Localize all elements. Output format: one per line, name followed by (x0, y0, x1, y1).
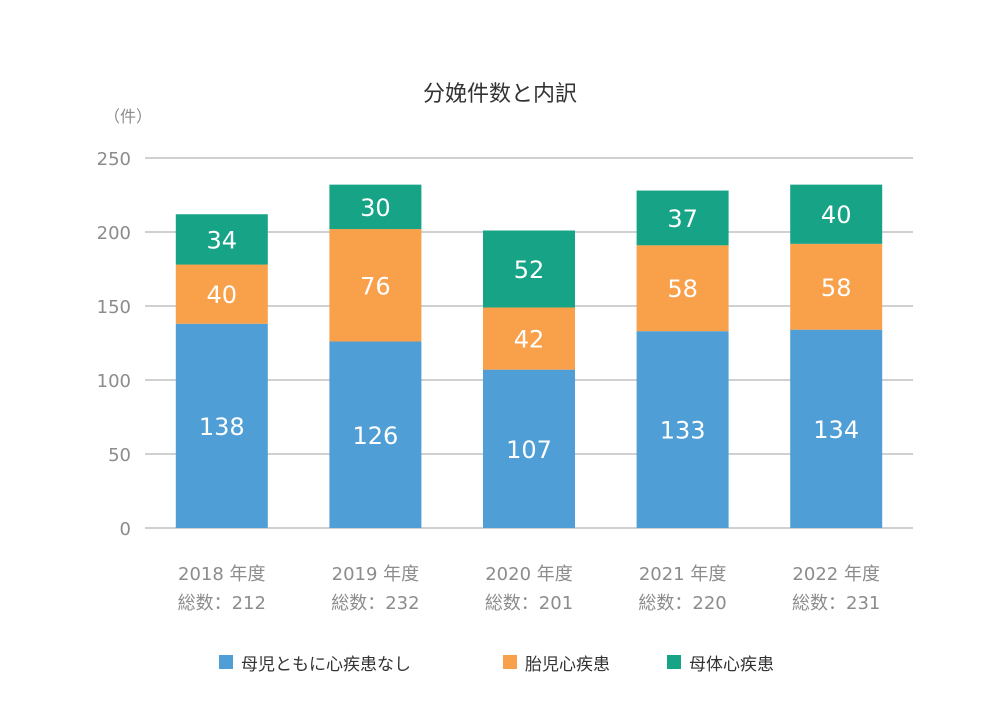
labels-layer: 138 40 34 126 76 30 107 42 52 133 58 37 134 58 40 (199, 194, 859, 464)
bar-segment (175, 214, 268, 265)
bar-segment (483, 230, 575, 308)
bar-segment (636, 190, 729, 246)
bar-segment (175, 264, 268, 324)
legend-swatch-fetal-heart-disease (503, 655, 517, 669)
y-axis-unit-label: （件） (104, 107, 152, 126)
data-label: 138 (199, 413, 245, 441)
data-label: 133 (660, 417, 706, 445)
data-label: 42 (514, 326, 545, 354)
x-category-label: 2020 年度 (485, 564, 573, 585)
bar-segment (483, 369, 575, 528)
x-category-label: 2022 年度 (792, 564, 880, 585)
legend-label-fetal-heart-disease: 胎児心疾患 (525, 654, 610, 675)
bars-layer (175, 184, 883, 528)
data-label: 30 (360, 194, 391, 222)
y-tick-label: 150 (97, 297, 131, 318)
data-label: 52 (514, 256, 545, 284)
legend-item-fetal-heart-disease: 胎児心疾患 (503, 648, 610, 676)
chart-title: 分娩件数と内訳 (423, 82, 577, 107)
x-total-label: 総数：212 (178, 593, 266, 614)
legend-label-maternal-heart-disease: 母体心疾患 (689, 654, 774, 675)
legend-swatch-maternal-heart-disease (667, 655, 681, 669)
bar-segment (329, 229, 422, 342)
y-tick-label: 100 (97, 371, 131, 392)
data-label: 134 (813, 416, 859, 444)
data-label: 37 (667, 205, 698, 233)
bar-segment (790, 243, 883, 330)
y-tick-label: 50 (108, 445, 131, 466)
data-label: 40 (207, 281, 238, 309)
bar-segment (636, 331, 729, 528)
data-label: 34 (207, 226, 238, 254)
bar-segment (790, 329, 883, 528)
y-tick-label: 250 (97, 149, 131, 170)
data-label: 126 (352, 422, 398, 450)
x-total-label: 総数：201 (485, 593, 573, 614)
data-label: 107 (506, 436, 552, 464)
y-tick-label: 0 (120, 519, 131, 540)
legend-item-no-heart-disease: 母児ともに心疾患なし (219, 648, 411, 676)
bar-segment (175, 323, 268, 528)
x-total-label: 総数：231 (792, 593, 880, 614)
x-category-label: 2019 年度 (332, 564, 420, 585)
x-total-label: 総数：232 (331, 593, 419, 614)
bar-segment (329, 341, 422, 528)
y-tick-label: 200 (97, 223, 131, 244)
data-label: 40 (821, 201, 852, 229)
legend: 母児ともに心疾患なし 胎児心疾患 母体心疾患 (0, 648, 1000, 676)
legend-item-maternal-heart-disease: 母体心疾患 (667, 648, 774, 676)
x-total-label: 総数：220 (638, 593, 726, 614)
x-category-label: 2021 年度 (639, 564, 727, 585)
bar-segment (790, 184, 883, 244)
data-label: 76 (360, 272, 391, 300)
legend-swatch-no-heart-disease (219, 655, 233, 669)
legend-label-no-heart-disease: 母児ともに心疾患なし (241, 654, 411, 675)
bar-segment (483, 307, 575, 370)
data-label: 58 (821, 274, 852, 302)
x-category-label: 2018 年度 (178, 564, 266, 585)
data-label: 58 (667, 275, 698, 303)
bar-segment (329, 184, 422, 230)
bar-segment (636, 245, 729, 332)
